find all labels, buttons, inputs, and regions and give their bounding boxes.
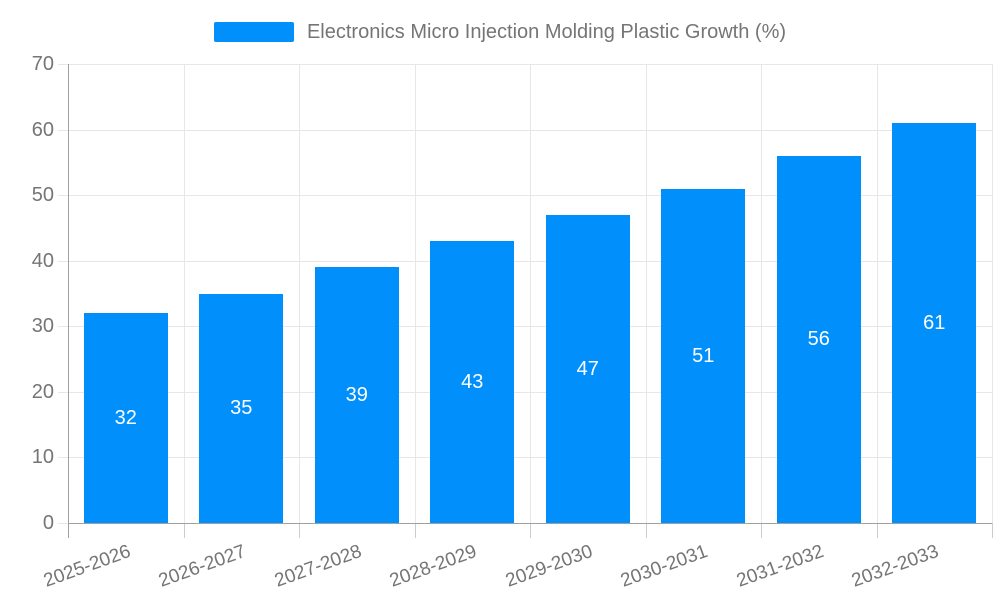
bar[interactable] — [314, 267, 399, 523]
legend-label: Electronics Micro Injection Molding Plas… — [306, 21, 787, 43]
gridline-vertical — [761, 64, 762, 523]
bar-value-label: 35 — [230, 397, 253, 420]
gridline-horizontal — [58, 326, 992, 328]
bar-value-label: 43 — [461, 371, 484, 394]
gridline-vertical — [876, 64, 878, 523]
legend-swatch — [213, 22, 294, 42]
bar-value-label: 32 — [114, 407, 137, 430]
x-tick-mark — [183, 523, 185, 538]
y-tick-label: 0 — [42, 512, 54, 534]
bar-value-label: 61 — [923, 312, 946, 334]
gridline-horizontal — [58, 64, 992, 65]
bar[interactable] — [776, 155, 861, 523]
y-axis-line — [68, 64, 69, 538]
x-axis-line — [68, 523, 992, 524]
gridline-vertical — [183, 64, 185, 523]
gridline-horizontal — [58, 195, 992, 197]
bar[interactable] — [545, 214, 630, 523]
x-tick-mark — [414, 523, 416, 538]
x-tick-mark — [761, 523, 762, 538]
gridline-horizontal — [58, 129, 992, 131]
x-tick-mark — [530, 523, 531, 538]
bar-value-label: 56 — [807, 328, 830, 351]
bar[interactable] — [199, 293, 284, 523]
y-tick-label: 40 — [31, 249, 54, 272]
bar-value-label: 39 — [345, 384, 368, 407]
bar[interactable] — [661, 188, 746, 523]
y-tick-label: 30 — [31, 315, 54, 338]
x-tick-mark — [645, 523, 647, 538]
bar[interactable] — [83, 313, 168, 523]
gridline-horizontal — [58, 457, 992, 459]
legend-item[interactable]: Electronics Micro Injection Molding Plas… — [213, 20, 787, 44]
bar-value-label: 47 — [576, 357, 599, 380]
bar[interactable] — [430, 241, 515, 523]
gridline-vertical — [645, 64, 647, 523]
bar[interactable] — [892, 123, 977, 523]
y-tick-label: 50 — [31, 184, 54, 207]
gridline-horizontal — [58, 391, 992, 393]
bar-value-label: 51 — [692, 344, 715, 367]
gridline-horizontal — [58, 260, 992, 262]
gridline-vertical — [992, 64, 993, 523]
gridline-vertical — [414, 64, 416, 523]
y-tick-mark — [58, 523, 68, 524]
y-tick-label: 70 — [31, 53, 54, 75]
y-tick-label: 60 — [31, 118, 54, 141]
y-tick-label: 20 — [31, 380, 54, 403]
x-tick-mark — [876, 523, 878, 538]
legend: Electronics Micro Injection Molding Plas… — [0, 14, 1000, 50]
gridline-vertical — [530, 64, 531, 523]
x-tick-mark — [992, 523, 993, 538]
gridline-vertical — [299, 64, 300, 523]
x-tick-mark — [299, 523, 300, 538]
y-tick-label: 10 — [31, 446, 54, 469]
